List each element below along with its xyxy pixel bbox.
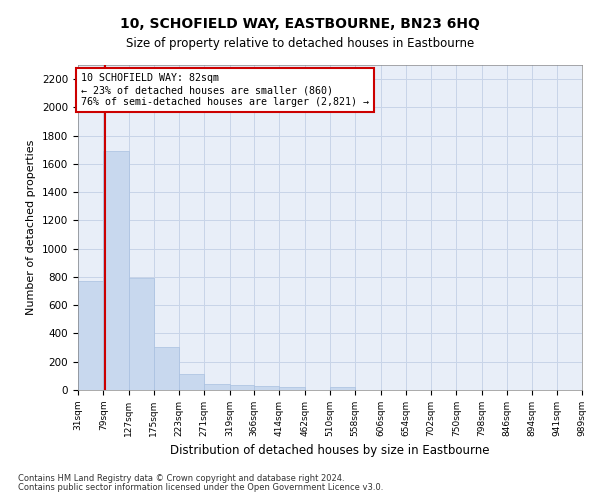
- Bar: [179, 374, 204, 390]
- Text: Contains public sector information licensed under the Open Government Licence v3: Contains public sector information licen…: [18, 483, 383, 492]
- Y-axis label: Number of detached properties: Number of detached properties: [26, 140, 37, 315]
- Bar: [330, 387, 355, 390]
- Bar: [128, 278, 154, 390]
- Bar: [204, 384, 230, 390]
- Bar: [230, 386, 254, 390]
- Text: 10, SCHOFIELD WAY, EASTBOURNE, BN23 6HQ: 10, SCHOFIELD WAY, EASTBOURNE, BN23 6HQ: [120, 18, 480, 32]
- Bar: [280, 387, 305, 390]
- Bar: [103, 151, 128, 390]
- Text: 10 SCHOFIELD WAY: 82sqm
← 23% of detached houses are smaller (860)
76% of semi-d: 10 SCHOFIELD WAY: 82sqm ← 23% of detache…: [80, 74, 368, 106]
- Bar: [78, 281, 103, 390]
- Text: Size of property relative to detached houses in Eastbourne: Size of property relative to detached ho…: [126, 38, 474, 51]
- X-axis label: Distribution of detached houses by size in Eastbourne: Distribution of detached houses by size …: [170, 444, 490, 458]
- Bar: [154, 347, 179, 390]
- Text: Contains HM Land Registry data © Crown copyright and database right 2024.: Contains HM Land Registry data © Crown c…: [18, 474, 344, 483]
- Bar: [254, 386, 280, 390]
